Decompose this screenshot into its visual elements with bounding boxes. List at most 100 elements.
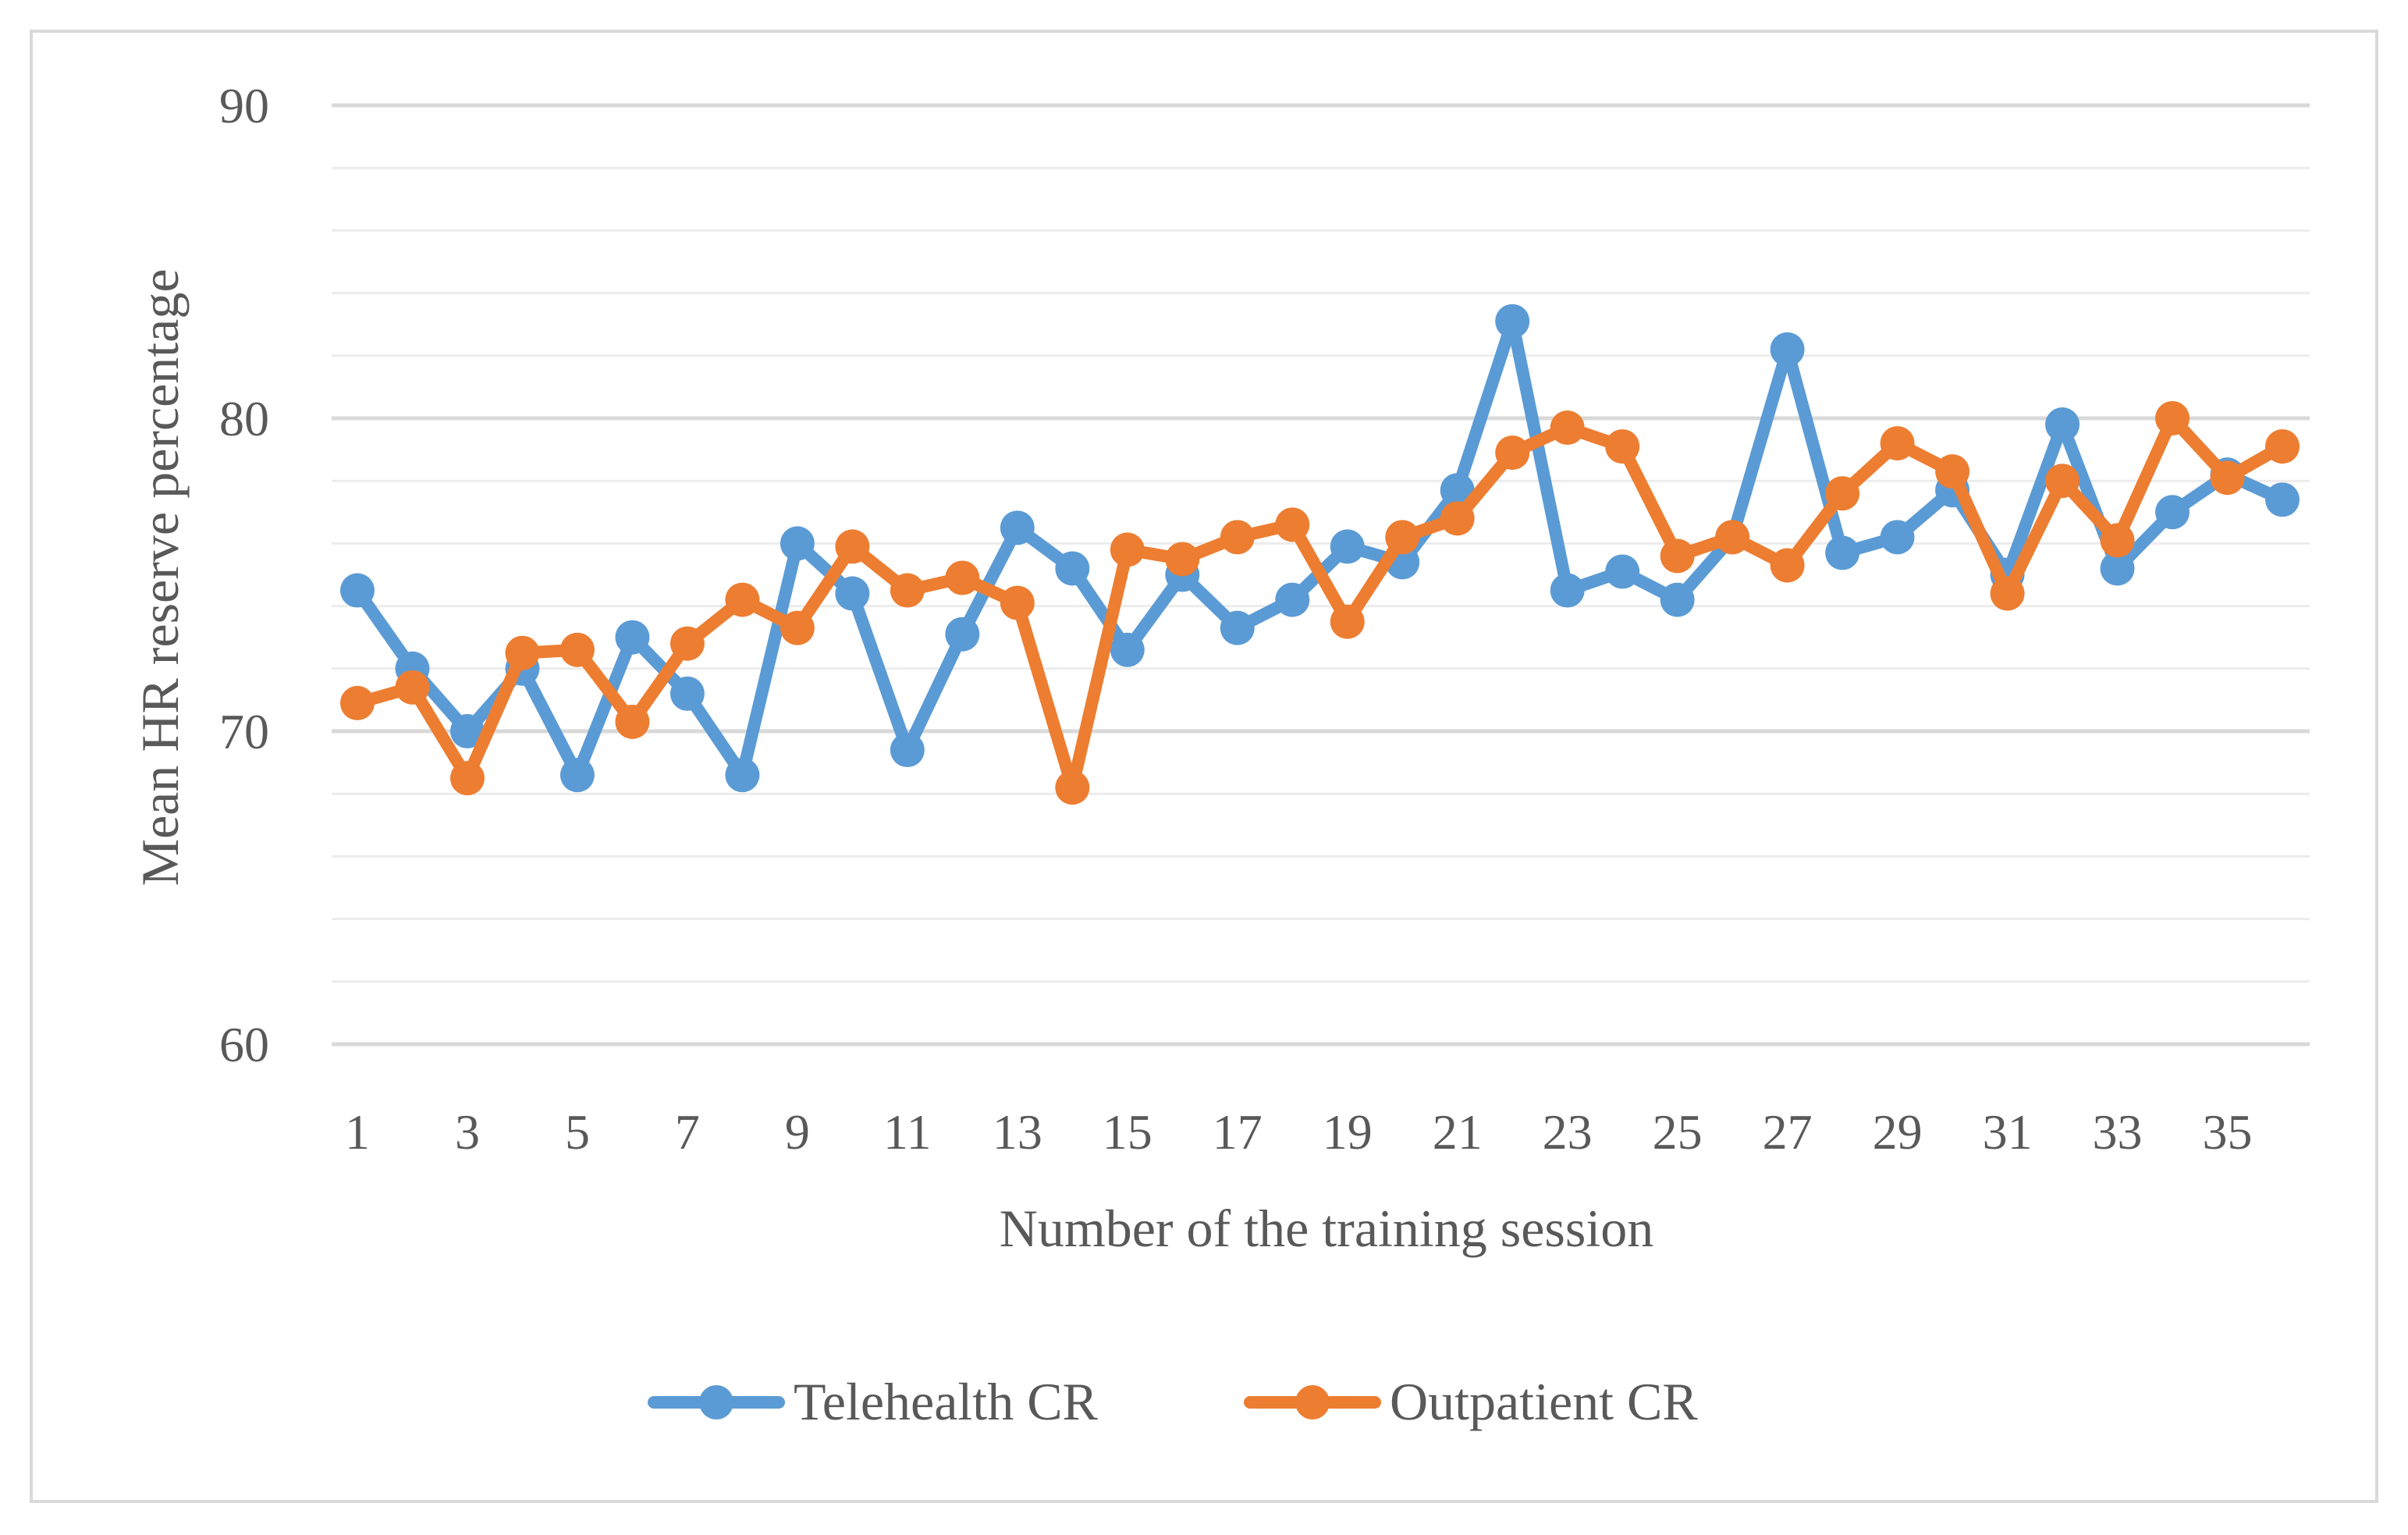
- data-point: [1605, 429, 1640, 464]
- data-point: [1330, 529, 1365, 564]
- data-point: [835, 529, 870, 564]
- data-point: [669, 626, 705, 661]
- x-tick-label: 11: [883, 1104, 932, 1160]
- data-point: [890, 573, 925, 608]
- legend-label: Outpatient CR: [1390, 1372, 1698, 1431]
- data-point: [2045, 464, 2080, 499]
- data-point: [1495, 435, 1530, 471]
- y-tick-label: 70: [219, 704, 269, 759]
- x-tick-label: 3: [455, 1104, 480, 1160]
- y-tick-label: 60: [219, 1017, 269, 1072]
- data-point: [1660, 582, 1695, 617]
- x-tick-label: 23: [1543, 1104, 1593, 1160]
- x-tick-label: 19: [1323, 1104, 1373, 1160]
- data-point: [1055, 770, 1090, 805]
- data-point: [2265, 482, 2300, 517]
- y-axis-ticks: 60 70 80 90: [219, 78, 269, 1072]
- y-tick-label: 80: [219, 391, 269, 446]
- data-point: [2100, 551, 2135, 586]
- legend-item: Telehealth CR: [648, 1372, 1099, 1431]
- data-point: [1165, 542, 1200, 577]
- data-point: [890, 733, 925, 768]
- data-point: [669, 676, 705, 711]
- series-lines: [340, 304, 2300, 805]
- data-point: [340, 573, 375, 608]
- data-point: [1715, 520, 1750, 555]
- data-point: [1275, 507, 1310, 542]
- x-tick-label: 33: [2093, 1104, 2143, 1160]
- data-point: [1550, 410, 1585, 446]
- chart-frame: [30, 30, 2378, 1503]
- data-point: [835, 576, 870, 611]
- data-point: [1935, 454, 1970, 489]
- data-point: [1770, 548, 1805, 583]
- data-point: [1330, 604, 1365, 639]
- data-point: [780, 526, 815, 561]
- data-point: [945, 560, 980, 595]
- y-axis-title: Mean HR reserve percentage: [130, 268, 190, 886]
- x-tick-label: 31: [1983, 1104, 2033, 1160]
- data-point: [1440, 501, 1475, 536]
- legend-label: Telehealth CR: [794, 1372, 1099, 1431]
- data-point: [559, 758, 595, 793]
- x-tick-label: 35: [2203, 1104, 2253, 1160]
- data-point: [1990, 576, 2025, 611]
- data-point: [1880, 520, 1915, 555]
- data-point: [559, 632, 595, 667]
- data-point: [2210, 460, 2245, 496]
- data-point: [2100, 523, 2135, 558]
- data-point: [1605, 554, 1640, 589]
- x-tick-label: 9: [785, 1104, 810, 1160]
- x-axis-ticks: 1 3 5 7 9 11 13 15 17 19 21 23 25 27 29 31 33 35: [345, 1104, 2253, 1160]
- data-point: [1275, 582, 1310, 617]
- x-tick-label: 29: [1873, 1104, 1923, 1160]
- data-point: [449, 761, 485, 796]
- data-point: [615, 620, 650, 655]
- data-point: [449, 714, 485, 748]
- data-point: [340, 685, 375, 720]
- x-tick-label: 7: [675, 1104, 700, 1160]
- y-tick-label: 90: [219, 78, 269, 133]
- data-point: [725, 582, 760, 617]
- x-tick-label: 21: [1433, 1104, 1483, 1160]
- data-point: [1825, 476, 1860, 511]
- data-point: [1495, 304, 1530, 339]
- data-point: [1220, 610, 1255, 645]
- gridlines: [332, 103, 2310, 1046]
- data-point: [945, 616, 980, 652]
- series-outpatient-cr: [340, 401, 2300, 805]
- x-tick-label: 15: [1103, 1104, 1153, 1160]
- legend: Telehealth CR Outpatient CR: [648, 1372, 1698, 1431]
- data-point: [780, 610, 815, 645]
- x-axis-title: Number of the training session: [1000, 1199, 1654, 1258]
- data-point: [1550, 573, 1585, 608]
- legend-item: Outpatient CR: [1244, 1372, 1698, 1431]
- x-tick-label: 17: [1213, 1104, 1263, 1160]
- data-point: [1825, 535, 1860, 570]
- data-point: [1220, 520, 1255, 555]
- data-point: [1000, 585, 1035, 620]
- data-point: [2045, 407, 2080, 442]
- data-point: [725, 758, 760, 793]
- legend-marker: [699, 1385, 733, 1420]
- x-tick-label: 1: [345, 1104, 370, 1160]
- data-point: [1660, 538, 1695, 574]
- data-point: [615, 704, 650, 739]
- x-tick-label: 25: [1653, 1104, 1703, 1160]
- data-point: [1770, 332, 1805, 367]
- data-point: [1880, 426, 1915, 461]
- data-point: [1385, 520, 1420, 555]
- data-point: [1055, 551, 1090, 586]
- data-point: [505, 635, 540, 670]
- x-tick-label: 13: [993, 1104, 1042, 1160]
- data-point: [1110, 632, 1145, 667]
- data-point: [2265, 429, 2300, 464]
- legend-marker: [1295, 1385, 1330, 1420]
- data-point: [1000, 510, 1035, 545]
- data-point: [2155, 495, 2190, 530]
- data-point: [395, 670, 430, 705]
- data-point: [1110, 532, 1145, 567]
- x-tick-label: 5: [565, 1104, 590, 1160]
- x-tick-label: 27: [1763, 1104, 1813, 1160]
